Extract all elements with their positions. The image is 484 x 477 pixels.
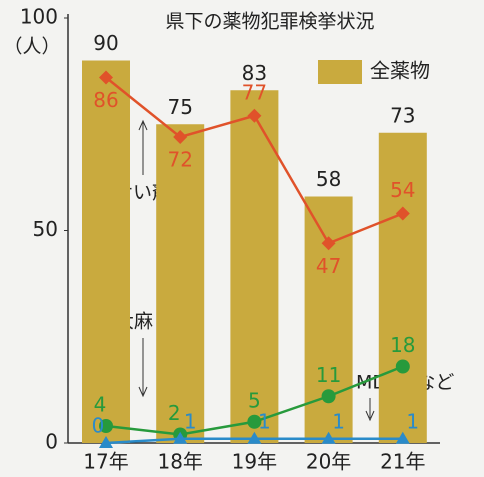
- chart-title: 県下の薬物犯罪検挙状況: [165, 11, 374, 33]
- legend-swatch: [318, 60, 362, 84]
- point: [321, 431, 336, 444]
- point: [99, 419, 113, 433]
- arrowhead: [365, 410, 375, 422]
- x-tick-label: 19年: [232, 450, 277, 474]
- data-label: 11: [316, 363, 341, 387]
- point: [99, 70, 113, 85]
- data-label: 54: [390, 178, 415, 202]
- data-label: 77: [242, 80, 267, 104]
- x-tick-label: 18年: [157, 450, 202, 474]
- point: [247, 431, 262, 444]
- data-label: 1: [406, 409, 419, 433]
- point: [247, 414, 262, 429]
- data-label: 47: [316, 254, 341, 278]
- point: [173, 431, 188, 444]
- data-label: 18: [390, 333, 415, 357]
- point: [395, 206, 410, 221]
- point: [395, 431, 410, 444]
- data-label: 73: [390, 103, 415, 127]
- bar: [304, 196, 353, 443]
- point: [247, 108, 262, 123]
- data-label: 1: [332, 409, 345, 433]
- x-tick-label: 21年: [380, 450, 425, 474]
- y-tick-label: 0: [45, 430, 58, 454]
- arrowhead: [138, 119, 148, 131]
- y-tick-label: 50: [33, 217, 58, 241]
- data-label: 90: [93, 31, 118, 55]
- arrowhead: [138, 386, 148, 398]
- data-label: 0: [92, 414, 105, 438]
- data-label: 83: [242, 61, 267, 85]
- data-label: 58: [316, 167, 341, 191]
- point: [99, 436, 113, 448]
- point: [395, 359, 410, 374]
- legend-label: 全薬物: [370, 59, 430, 83]
- data-label: 86: [93, 88, 118, 112]
- bar: [378, 132, 427, 443]
- bar: [82, 60, 130, 443]
- y-tick-label: 100: [20, 5, 58, 29]
- y-unit: （人）: [3, 36, 60, 58]
- data-label: 4: [94, 393, 107, 417]
- bar: [230, 90, 279, 443]
- data-label: 72: [167, 148, 192, 172]
- point: [173, 130, 188, 144]
- data-label: 1: [184, 409, 197, 433]
- data-label: 75: [167, 95, 192, 119]
- data-label: 2: [168, 401, 181, 425]
- x-tick-label: 17年: [83, 450, 128, 474]
- x-tick-label: 20年: [306, 450, 351, 474]
- bar: [156, 124, 205, 443]
- data-label: 1: [258, 409, 271, 433]
- data-label: 5: [248, 388, 261, 412]
- point: [321, 389, 336, 404]
- point: [321, 236, 336, 251]
